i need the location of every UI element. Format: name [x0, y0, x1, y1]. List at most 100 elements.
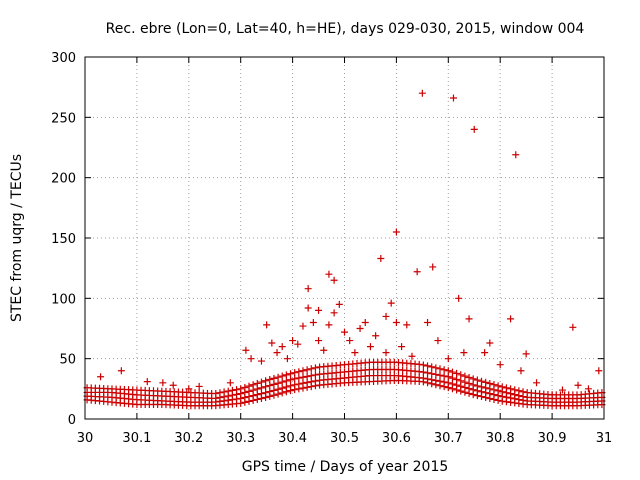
- y-tick-label: 50: [59, 353, 76, 368]
- data-point: [490, 381, 498, 389]
- data-point: [457, 371, 465, 379]
- data-point: [315, 337, 323, 345]
- data-point: [294, 340, 302, 348]
- data-point: [440, 366, 448, 374]
- data-point: [169, 381, 177, 389]
- y-tick-label: 150: [51, 232, 76, 247]
- data-point: [382, 312, 390, 320]
- data-point: [299, 367, 307, 375]
- data-point: [448, 368, 456, 376]
- data-point: [282, 377, 290, 385]
- data-point: [419, 374, 427, 382]
- data-point: [274, 385, 282, 393]
- data-point: [274, 379, 282, 387]
- data-point: [511, 386, 519, 394]
- data-point: [299, 322, 307, 330]
- data-point: [295, 374, 303, 382]
- data-point: [515, 387, 523, 395]
- data-point: [262, 389, 270, 397]
- data-point: [496, 361, 504, 369]
- data-point: [444, 355, 452, 363]
- data-point: [159, 379, 167, 387]
- x-axis-label: GPS time / Days of year 2015: [242, 459, 449, 475]
- data-point: [185, 385, 193, 393]
- data-point: [448, 380, 456, 388]
- data-point: [270, 374, 278, 382]
- data-point: [419, 361, 427, 369]
- data-point: [307, 372, 315, 380]
- chart-title: Rec. ebre (Lon=0, Lat=40, h=HE), days 02…: [106, 21, 585, 37]
- data-point: [287, 376, 295, 384]
- data-point: [548, 391, 556, 399]
- data-point: [507, 315, 515, 323]
- data-point: [330, 309, 338, 317]
- data-point: [242, 346, 250, 354]
- data-point: [282, 383, 290, 391]
- data-point: [361, 318, 369, 326]
- y-tick-label: 100: [51, 292, 76, 307]
- data-point: [325, 321, 333, 329]
- data-point: [470, 125, 478, 133]
- data-point: [440, 378, 448, 386]
- data-point: [444, 367, 452, 375]
- data-point: [291, 381, 299, 389]
- data-point: [249, 381, 257, 389]
- data-point: [282, 371, 290, 379]
- x-tick-label: 30.4: [278, 431, 307, 446]
- data-point: [247, 355, 255, 363]
- data-point: [143, 378, 151, 386]
- data-points: [83, 89, 606, 410]
- data-point: [237, 385, 245, 393]
- x-tick-label: 30: [77, 431, 94, 446]
- data-point: [283, 355, 291, 363]
- data-point: [330, 276, 338, 284]
- data-point: [291, 375, 299, 383]
- data-point: [398, 343, 406, 351]
- data-point: [257, 357, 265, 365]
- data-point: [311, 371, 319, 379]
- data-point: [299, 373, 307, 381]
- x-tick-label: 30.7: [434, 431, 463, 446]
- x-tick-label: 30.8: [486, 431, 515, 446]
- data-point: [494, 382, 502, 390]
- data-point: [419, 368, 427, 376]
- data-point: [311, 364, 319, 372]
- data-point: [382, 349, 390, 357]
- y-tick-label: 200: [51, 172, 76, 187]
- data-point: [315, 306, 323, 314]
- data-point: [424, 318, 432, 326]
- data-point: [291, 369, 299, 377]
- data-point: [457, 377, 465, 385]
- data-point: [253, 379, 261, 387]
- data-point: [278, 378, 286, 386]
- data-point: [522, 350, 530, 358]
- data-point: [325, 270, 333, 278]
- data-point: [268, 339, 276, 347]
- data-point: [257, 378, 265, 386]
- data-point: [498, 383, 506, 391]
- data-point: [289, 337, 297, 345]
- data-point: [432, 376, 440, 384]
- data-point: [486, 339, 494, 347]
- data-point: [117, 367, 125, 375]
- data-point: [453, 375, 461, 383]
- data-point: [341, 328, 348, 336]
- data-point: [432, 370, 440, 378]
- data-point: [461, 372, 469, 380]
- data-point: [413, 268, 421, 276]
- data-point: [241, 383, 249, 391]
- data-point: [304, 285, 312, 293]
- data-point: [424, 362, 432, 370]
- data-point: [224, 387, 232, 395]
- data-point: [428, 370, 436, 378]
- data-point: [482, 378, 490, 386]
- data-point: [311, 377, 319, 385]
- data-point: [465, 315, 473, 323]
- data-point: [309, 318, 317, 326]
- data-point: [295, 368, 303, 376]
- data-point: [436, 365, 444, 373]
- data-point: [320, 346, 328, 354]
- data-point: [502, 384, 510, 392]
- data-point: [461, 378, 469, 386]
- data-point: [424, 369, 432, 377]
